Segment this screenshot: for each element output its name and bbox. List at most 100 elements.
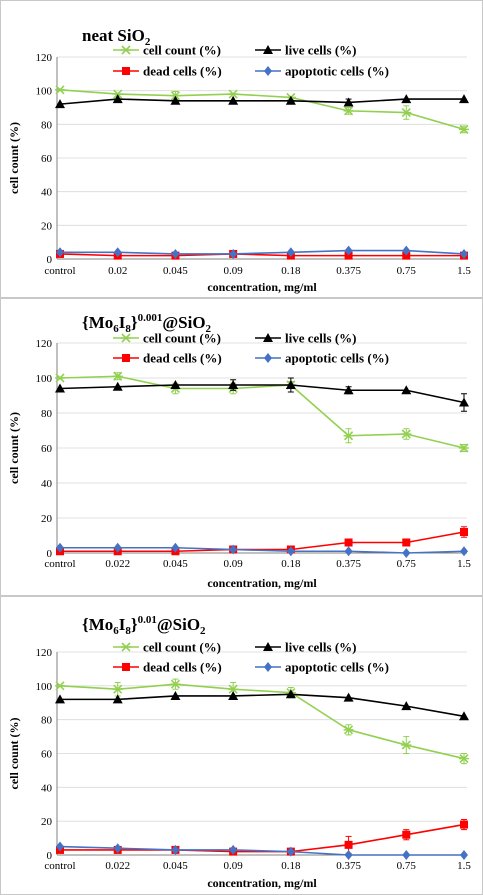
x-axis-title: concentration, mg/ml (207, 280, 317, 294)
data-point (401, 94, 412, 104)
x-tick-label: 0.045 (163, 265, 188, 277)
legend-item: apoptotic cells (%) (255, 351, 389, 366)
data-point (171, 248, 180, 259)
x-tick-label: 0.022 (105, 558, 130, 570)
x-axis-title: concentration, mg/ml (207, 876, 317, 890)
y-tick-label: 60 (41, 443, 53, 455)
data-point (402, 830, 411, 839)
x-tick-label: 0.18 (281, 860, 301, 872)
y-axis-title: cell count (%) (7, 718, 21, 790)
legend-marker (263, 45, 273, 54)
legend-label: dead cells (%) (143, 64, 222, 79)
legend-item: live cells (%) (255, 331, 356, 346)
data-point (344, 538, 353, 547)
y-tick-label: 40 (41, 187, 53, 199)
data-point (228, 380, 239, 389)
legend-item: dead cells (%) (113, 660, 222, 675)
data-point (460, 850, 468, 860)
y-tick-label: 80 (41, 715, 53, 727)
data-point (343, 431, 354, 441)
x-tick-label: 0.18 (281, 265, 301, 277)
y-axis-title: cell count (%) (7, 122, 21, 194)
y-tick-label: 0 (47, 254, 53, 266)
legend: cell count (%) live cells (%) dead cells (… (113, 640, 389, 675)
data-point (459, 754, 469, 764)
x-tick-label: 0.375 (336, 860, 361, 872)
data-point (401, 701, 412, 711)
data-point (170, 380, 181, 389)
series-line (59, 98, 464, 105)
legend-label: live cells (%) (285, 43, 356, 58)
x-tick-label: 0.02 (108, 265, 127, 277)
series-live-cells (55, 94, 469, 109)
x-tick-label: 0.022 (105, 860, 130, 872)
legend-label: apoptotic cells (%) (285, 660, 389, 675)
data-point (286, 546, 295, 557)
data-point (112, 684, 123, 694)
series-line (59, 253, 464, 257)
legend-marker (264, 353, 272, 363)
x-tick-label: 0.375 (336, 558, 361, 570)
data-point (401, 740, 412, 750)
y-tick-label: 40 (41, 782, 53, 794)
legend-marker (263, 333, 273, 342)
x-tick-label: 0.75 (397, 558, 417, 570)
legend-label: dead cells (%) (143, 351, 222, 366)
data-point (344, 251, 353, 260)
data-point (170, 690, 181, 700)
data-point (286, 846, 295, 857)
series-line (60, 249, 465, 255)
data-point (229, 248, 238, 259)
data-point (229, 844, 238, 855)
data-point (55, 373, 65, 383)
legend-item: apoptotic cells (%) (255, 660, 389, 675)
data-point (344, 840, 353, 849)
x-axis-title: concentration, mg/ml (207, 576, 317, 590)
y-tick-label: 100 (36, 373, 53, 385)
data-point (56, 247, 64, 258)
data-point (112, 694, 123, 704)
data-point (459, 711, 469, 721)
x-tick-label: 0.045 (163, 558, 188, 570)
legend-marker (122, 663, 130, 671)
data-point (55, 85, 65, 95)
legend-item: apoptotic cells (%) (255, 64, 389, 79)
series-apoptotic-cells (56, 245, 468, 259)
data-point (285, 380, 296, 389)
legend-label: apoptotic cells (%) (285, 351, 389, 366)
series-line (59, 89, 465, 131)
data-point (343, 692, 354, 702)
data-point (343, 725, 354, 735)
series-apoptotic-cells (56, 841, 468, 860)
data-point (170, 95, 181, 105)
data-point (402, 251, 411, 260)
y-tick-label: 120 (36, 52, 53, 64)
y-tick-label: 80 (41, 408, 53, 420)
data-point (343, 97, 354, 107)
legend-marker (264, 66, 272, 76)
legend-label: live cells (%) (285, 331, 356, 346)
x-tick-label: 0.375 (336, 265, 361, 277)
data-point (55, 383, 65, 393)
series-line (60, 546, 465, 554)
x-tick-label: 0.045 (163, 860, 188, 872)
legend-label: apoptotic cells (%) (285, 64, 389, 79)
data-point (459, 443, 469, 453)
data-point (170, 91, 181, 101)
chart-panel-2: {Mo6I8}0.001@SiO2 0 20 40 60 80 100 120 control 0… (0, 298, 483, 596)
data-point (113, 843, 122, 854)
x-tick-label: 0.09 (224, 558, 244, 570)
y-tick-label: 20 (41, 220, 53, 232)
data-point (401, 107, 412, 118)
series-live-cells (55, 689, 469, 721)
data-point (460, 248, 468, 259)
data-point (113, 542, 122, 553)
data-point (460, 820, 468, 829)
data-point (229, 544, 238, 555)
panel-frame (0, 0, 483, 298)
legend-marker (122, 354, 130, 362)
data-point (344, 245, 353, 256)
series-line (60, 823, 465, 853)
data-point (402, 538, 411, 547)
